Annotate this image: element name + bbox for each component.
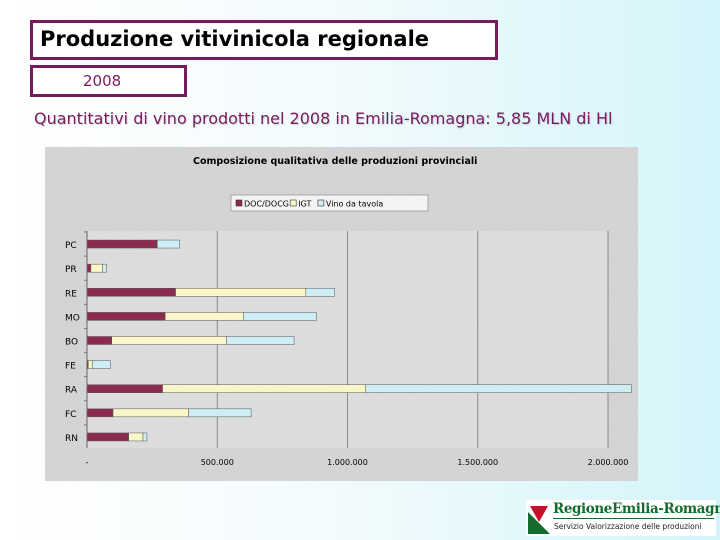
x-tick-label-1: 500.000	[201, 458, 234, 467]
logo-name: RegioneEmilia-Romagna	[553, 501, 720, 517]
bar-fc-2	[188, 408, 252, 418]
bar-pc-2	[157, 239, 180, 249]
region-emblem-icon	[528, 506, 550, 534]
axes: - 500.000 1.000.000 1.500.000 2.000.000 PC PR R…	[65, 231, 628, 467]
bar-ra-1	[162, 384, 366, 393]
legend-swatch-0	[235, 199, 243, 207]
bar-ra-0	[86, 384, 163, 393]
bar-fe-1	[88, 360, 93, 369]
bar-bo-1	[111, 336, 227, 345]
legend-label-0: DOC/DOCG	[244, 200, 289, 209]
bar-re-1	[175, 288, 307, 297]
year-label: 2008	[30, 65, 187, 97]
y-tick-label-bo: BO	[65, 338, 78, 348]
bar-rn-1	[128, 432, 144, 442]
legend-swatch-2	[317, 199, 325, 207]
x-tick-label-2: 1.000.000	[327, 458, 368, 467]
slide-title: Produzione vitivinicola regionale	[30, 20, 498, 60]
bar-mo-2	[243, 312, 317, 321]
bar-re-0	[86, 288, 176, 297]
y-tick-label-re: RE	[65, 289, 77, 299]
bar-fc-0	[86, 408, 114, 418]
slide-subtitle: Quantitativi di vino prodotti nel 2008 i…	[34, 109, 613, 128]
y-tick-label-fc: FC	[65, 410, 76, 420]
logo-divider	[553, 518, 714, 519]
bar-pr-0	[86, 263, 92, 273]
bar-fc-1	[112, 408, 189, 418]
y-tick-label-pr: PR	[65, 265, 77, 275]
y-tick-label-pc: PC	[65, 241, 77, 251]
y-tick-label-rn: RN	[65, 434, 78, 444]
bar-re-2	[305, 288, 335, 297]
bar-bo-0	[86, 336, 112, 345]
stacked-bar-chart: Composizione qualitativa delle produzion…	[45, 147, 638, 481]
bar-mo-1	[164, 312, 244, 321]
legend-swatch-1	[289, 199, 297, 207]
bar-series	[86, 239, 632, 442]
bar-rn-0	[86, 432, 129, 442]
x-tick-label-4: 2.000.000	[588, 458, 629, 467]
x-tick-label-3: 1.500.000	[457, 458, 498, 467]
bar-mo-0	[86, 312, 166, 321]
legend-label-2: Vino da tavola	[326, 200, 383, 209]
y-tick-label-mo: MO	[65, 313, 80, 323]
bar-pc-0	[86, 239, 158, 249]
y-tick-label-ra: RA	[65, 386, 78, 396]
legend-label-1: IGT	[298, 200, 311, 209]
bar-ra-2	[365, 384, 632, 393]
chart-title: Composizione qualitativa delle produzion…	[193, 156, 477, 167]
bar-pr-1	[90, 263, 103, 273]
y-tick-label-fe: FE	[65, 362, 76, 372]
logo-tagline: Servizio Valorizzazione delle produzioni	[554, 522, 702, 531]
region-logo: RegioneEmilia-Romagna Servizio Valorizza…	[526, 500, 720, 536]
bar-pr-2	[102, 263, 107, 273]
legend-box	[230, 194, 429, 212]
x-tick-label-0: -	[86, 458, 89, 467]
bar-fe-2	[91, 360, 111, 369]
bar-bo-2	[226, 336, 295, 345]
chart-legend: DOC/DOCG IGT Vino da tavola	[230, 194, 429, 212]
bar-rn-2	[142, 432, 148, 442]
chart-container: Composizione qualitativa delle produzion…	[45, 147, 638, 481]
